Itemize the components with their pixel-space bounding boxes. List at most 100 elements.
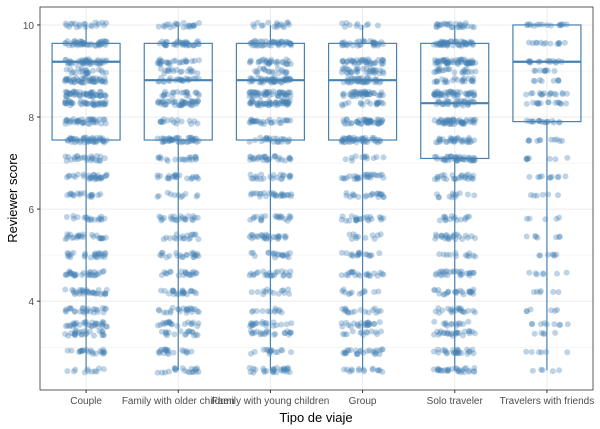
jitter-point — [466, 91, 473, 98]
jitter-point — [75, 91, 82, 98]
jitter-point — [540, 270, 547, 277]
jitter-point — [88, 157, 95, 164]
jitter-point — [434, 367, 441, 374]
jitter-point — [168, 321, 175, 328]
jitter-point — [193, 173, 200, 180]
jitter-point — [347, 290, 354, 297]
y-tick-label: 6 — [28, 205, 34, 216]
jitter-point — [183, 89, 190, 96]
jitter-point — [62, 323, 69, 330]
jitter-point — [284, 89, 291, 96]
jitter-point — [85, 69, 92, 76]
jitter-point — [470, 78, 477, 85]
jitter-point — [431, 90, 438, 97]
jitter-point — [339, 213, 346, 220]
jitter-point — [261, 331, 268, 338]
jitter-point — [364, 119, 371, 126]
jitter-point — [177, 58, 184, 65]
jitter-point — [94, 323, 101, 330]
jitter-point — [70, 272, 77, 279]
jitter-point — [375, 120, 382, 127]
jitter-point — [78, 101, 85, 108]
jitter-point — [65, 153, 72, 160]
jitter-point — [439, 347, 446, 354]
jitter-point — [455, 57, 462, 64]
jitter-point — [348, 309, 355, 316]
jitter-point — [280, 97, 287, 104]
jitter-point — [279, 268, 286, 275]
jitter-point — [348, 157, 355, 164]
jitter-point — [433, 23, 440, 30]
jitter-point — [184, 328, 191, 335]
jitter-point — [278, 176, 285, 183]
jitter-point — [444, 138, 451, 145]
jitter-point — [86, 269, 93, 276]
jitter-point — [375, 116, 382, 123]
jitter-point — [370, 320, 377, 327]
jitter-point — [259, 22, 266, 29]
jitter-point — [449, 135, 456, 142]
jitter-point — [94, 172, 101, 179]
jitter-point — [90, 272, 97, 279]
jitter-point — [250, 215, 257, 222]
jitter-point — [163, 21, 170, 28]
jitter-point — [92, 174, 99, 181]
jitter-point — [339, 65, 346, 72]
jitter-point — [433, 78, 440, 85]
jitter-point — [342, 305, 349, 312]
jitter-point — [287, 268, 294, 275]
jitter-point — [269, 368, 276, 375]
jitter-point — [451, 117, 458, 124]
jitter-point — [353, 93, 360, 100]
jitter-point — [68, 156, 75, 163]
jitter-point — [464, 252, 471, 259]
jitter-point — [472, 309, 479, 316]
jitter-point — [463, 90, 470, 97]
jitter-point — [442, 347, 449, 354]
jitter-point — [359, 93, 366, 100]
jitter-point — [67, 102, 74, 109]
jitter-point — [191, 42, 198, 49]
jitter-point — [445, 366, 452, 373]
jitter-point — [458, 56, 465, 63]
jitter-point — [462, 232, 469, 239]
jitter-point — [250, 156, 257, 163]
jitter-point — [444, 21, 451, 28]
jitter-point — [193, 99, 200, 106]
jitter-point — [176, 102, 183, 109]
jitter-point — [272, 153, 279, 160]
jitter-point — [261, 234, 268, 241]
jitter-point — [368, 215, 375, 222]
jitter-point — [346, 57, 353, 64]
jitter-point — [340, 139, 347, 146]
jitter-point — [440, 67, 447, 74]
jitter-point — [457, 272, 464, 279]
jitter-point — [80, 347, 87, 354]
jitter-point — [169, 304, 176, 311]
jitter-point — [367, 172, 374, 179]
jitter-point — [87, 174, 94, 181]
jitter-point — [62, 75, 69, 82]
jitter-point — [268, 58, 275, 65]
jitter-point — [283, 99, 290, 106]
jitter-point — [196, 57, 203, 64]
jitter-point — [539, 91, 546, 98]
jitter-point — [537, 252, 544, 259]
jitter-point — [70, 289, 77, 296]
jitter-point — [525, 39, 532, 46]
jitter-point — [163, 319, 170, 326]
jitter-point — [62, 271, 69, 278]
jitter-point — [346, 91, 353, 98]
jitter-point — [78, 75, 85, 82]
jitter-point — [102, 101, 109, 108]
jitter-point — [92, 350, 99, 357]
jitter-point — [254, 156, 261, 163]
jitter-point — [466, 288, 473, 295]
jitter-point — [178, 118, 185, 125]
jitter-point — [92, 271, 99, 278]
jitter-point — [259, 232, 266, 239]
jitter-point — [526, 269, 533, 276]
jitter-point — [270, 88, 277, 95]
jitter-point — [380, 271, 387, 278]
jitter-point — [529, 90, 536, 97]
